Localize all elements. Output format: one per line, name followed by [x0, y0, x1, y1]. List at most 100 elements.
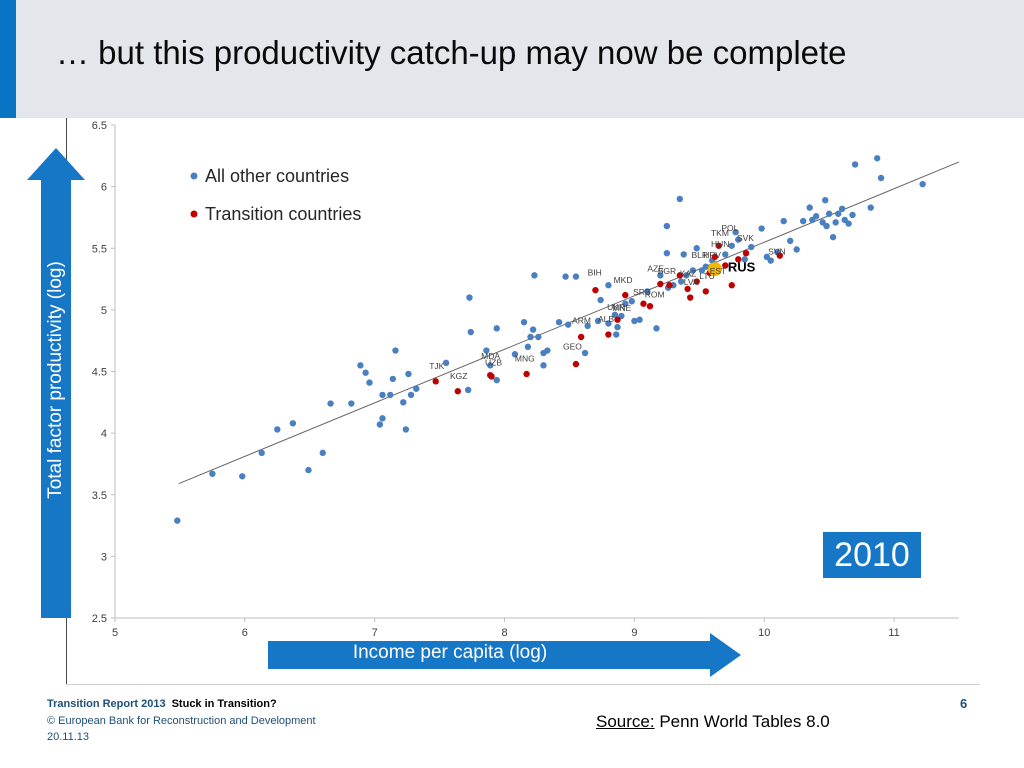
point-transition-country: [523, 370, 530, 378]
x-tick-label: 5: [112, 627, 118, 639]
country-label: BIH: [588, 267, 602, 277]
country-label: UZB: [485, 357, 502, 367]
point-other-country: [289, 420, 297, 427]
footer-copyright: © European Bank for Reconstruction and D…: [47, 715, 316, 727]
point-transition-country: [666, 282, 673, 289]
point-transition-country: [454, 388, 461, 395]
point-other-country: [806, 204, 813, 211]
point-transition-country: [577, 333, 585, 341]
point-other-country: [487, 362, 494, 369]
point-other-country: [689, 267, 697, 274]
point-other-country: [327, 400, 334, 407]
point-other-country: [581, 349, 589, 357]
y-tick-label: 3.5: [92, 490, 107, 502]
point-transition-country: [693, 278, 700, 285]
point-transition-country: [742, 249, 750, 257]
point-other-country: [829, 233, 837, 241]
point-other-country: [239, 473, 246, 480]
footer-report-subtitle: Stuck in Transition?: [171, 698, 277, 710]
point-other-country: [683, 272, 690, 279]
point-other-country: [442, 359, 450, 367]
point-other-country: [407, 391, 415, 399]
point-other-country: [758, 225, 765, 232]
point-other-country: [698, 267, 706, 274]
point-other-country: [825, 210, 833, 217]
x-tick-label: 8: [501, 627, 507, 639]
point-other-country: [851, 161, 859, 168]
legend-label-transition: Transition countries: [205, 204, 361, 224]
point-other-country: [663, 222, 671, 230]
point-other-country: [644, 288, 651, 295]
country-label: ARM: [572, 315, 591, 325]
point-other-country: [793, 246, 800, 253]
point-russia: [707, 262, 722, 277]
point-other-country: [838, 205, 846, 213]
header-accent-stripe: [0, 0, 16, 118]
point-other-country: [348, 400, 355, 407]
point-other-country: [379, 415, 386, 422]
point-other-country: [555, 319, 563, 326]
point-other-country: [535, 333, 542, 341]
point-other-country: [919, 180, 926, 188]
point-other-country: [529, 326, 537, 333]
point-transition-country: [640, 300, 647, 307]
y-tick-label: 5.5: [92, 243, 107, 255]
x-tick-label: 6: [242, 627, 248, 639]
point-other-country: [544, 347, 551, 354]
point-transition-country: [488, 373, 495, 380]
country-label: KAZ: [680, 269, 697, 279]
footer-report: Transition Report 2013 Stuck in Transitio…: [47, 698, 277, 710]
source-note: Source: Penn World Tables 8.0: [596, 712, 830, 732]
country-label: MKD: [614, 275, 633, 285]
source-text: Penn World Tables 8.0: [654, 712, 830, 731]
point-other-country: [631, 317, 638, 325]
point-transition-country: [684, 285, 691, 293]
point-other-country: [663, 249, 671, 257]
point-other-country: [741, 256, 748, 263]
source-prefix: Source:: [596, 712, 655, 731]
y-axis-arrow-label: Total factor productivity (log): [45, 261, 66, 499]
y-tick-label: 6: [101, 182, 107, 194]
point-transition-country: [572, 360, 580, 368]
point-other-country: [873, 155, 881, 162]
point-other-country: [832, 219, 839, 226]
country-label: SRB: [633, 287, 651, 297]
point-other-country: [524, 343, 532, 351]
country-label: RUS: [728, 260, 756, 275]
country-label: MNE: [612, 303, 631, 313]
country-label: SVN: [768, 246, 785, 256]
point-other-country: [531, 272, 538, 279]
y-tick-label: 6.5: [92, 120, 107, 132]
country-label: HRV: [703, 250, 721, 260]
point-transition-country: [728, 282, 735, 289]
point-other-country: [605, 320, 612, 327]
point-other-country: [728, 242, 735, 249]
point-transition-country: [592, 286, 599, 294]
y-tick-label: 4.5: [92, 367, 107, 379]
point-other-country: [611, 311, 619, 319]
point-other-country: [562, 273, 569, 280]
point-other-country: [597, 296, 604, 304]
point-transition-country: [711, 253, 719, 261]
point-other-country: [748, 243, 755, 251]
y-tick-label: 2.5: [92, 613, 107, 625]
footer-date: 20.11.13: [47, 731, 90, 743]
year-badge: 2010: [823, 532, 921, 578]
point-other-country: [493, 376, 500, 384]
point-other-country: [845, 220, 852, 227]
x-axis-arrow: [268, 633, 741, 677]
point-other-country: [605, 282, 612, 289]
legend-marker-transition: [190, 210, 198, 218]
point-transition-country: [605, 331, 612, 338]
footer-divider: [66, 684, 980, 685]
country-label: GEO: [563, 341, 582, 351]
point-other-country: [467, 328, 474, 336]
point-transition-country: [432, 378, 439, 385]
point-other-country: [732, 229, 739, 236]
point-other-country: [527, 333, 534, 341]
point-other-country: [613, 331, 620, 338]
country-label: AZE: [647, 264, 664, 274]
point-other-country: [464, 386, 472, 394]
point-other-country: [362, 369, 369, 376]
